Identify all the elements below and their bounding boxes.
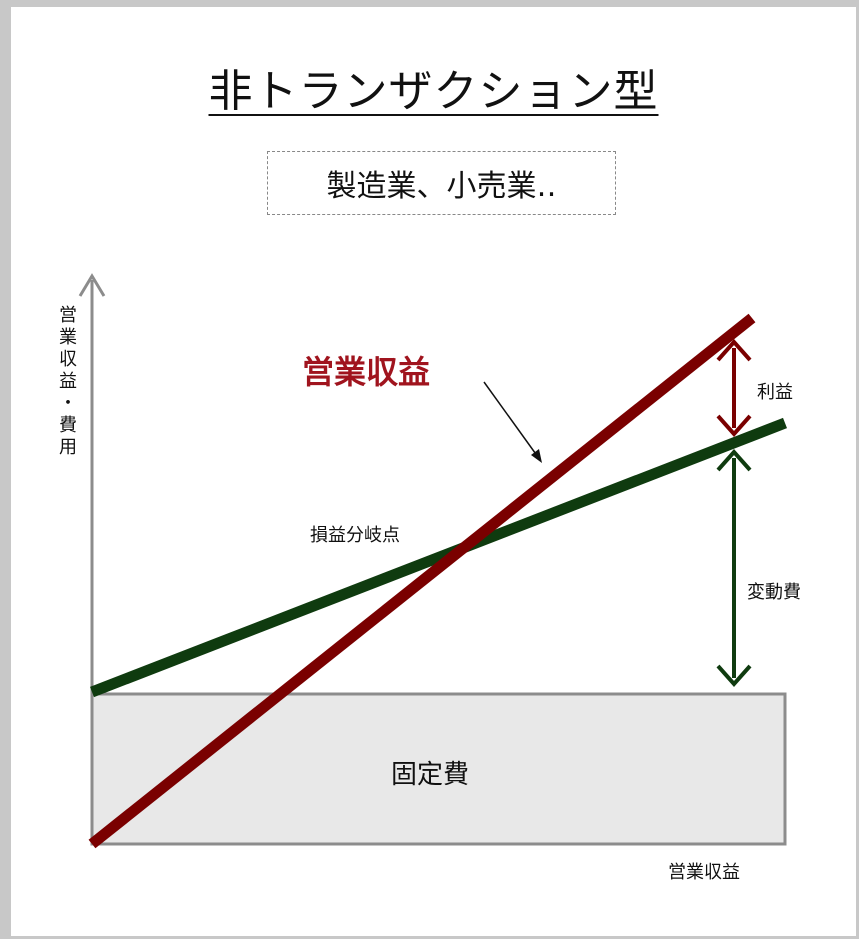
variable-cost-arrowhead-up: [716, 448, 752, 472]
revenue-label: 営業収益: [302, 353, 430, 391]
variable-cost-label: 変動費: [747, 582, 801, 603]
break-even-label: 損益分岐点: [310, 525, 400, 546]
profit-label: 利益: [757, 382, 793, 403]
profit-arrowhead-up: [716, 338, 752, 362]
y-axis-label-char: 収: [59, 349, 77, 370]
subtitle-text: 製造業、小売業‥: [326, 169, 557, 204]
y-axis-label-char: 業: [59, 327, 77, 348]
x-axis-label: 営業収益: [668, 862, 740, 883]
y-axis-label-char: 用: [59, 437, 77, 458]
fixed-cost-box: [90, 692, 787, 846]
fixed-cost-label: 固定費: [391, 760, 469, 790]
cost-line: [90, 417, 787, 698]
y-axis-label-char: ・: [59, 393, 77, 414]
y-axis-label-char: 営: [59, 305, 77, 326]
variable-cost-arrowhead-down: [716, 664, 752, 688]
y-axis-label: 営業収益・費用: [56, 305, 80, 459]
revenue-line: [88, 313, 756, 849]
page-title: 非トランザクション型: [208, 66, 659, 117]
revenue-pointer-arrowhead: [531, 449, 542, 463]
profit-arrowhead-down: [716, 414, 752, 438]
y-axis-label-char: 益: [59, 371, 77, 392]
y-axis-arrowhead: [78, 273, 106, 297]
y-axis-label-char: 費: [59, 415, 77, 436]
revenue-pointer-line: [483, 381, 539, 458]
subtitle-box: 製造業、小売業‥: [267, 151, 616, 215]
